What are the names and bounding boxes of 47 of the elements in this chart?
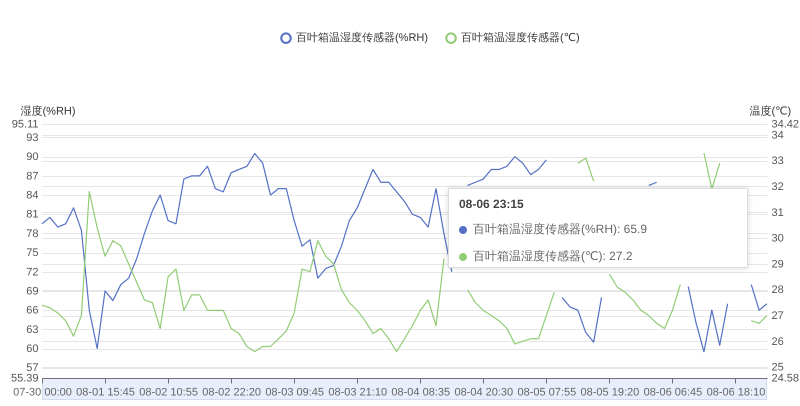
y2-tick-label: 33 — [772, 155, 784, 168]
tooltip-panel: 08-06 23:15 百叶箱温湿度传感器(%RH): 65.9 百叶箱温湿度传感器(℃): 27.2 — [448, 188, 748, 268]
x-tick-label: 08-03 09:45 — [265, 386, 324, 398]
x-tick-label: 08-02 22:20 — [202, 386, 261, 398]
x-tick-label: 08-04 20:30 — [454, 386, 514, 398]
y-tick-label: 72 — [26, 266, 38, 278]
y-tick-label: 66 — [26, 304, 38, 317]
x-tick-label: 08-02 10:55 — [139, 386, 198, 398]
y-tick-label: 63 — [26, 324, 38, 336]
y2-tick-label: 32 — [772, 180, 784, 193]
y-tick-label: 90 — [26, 151, 38, 164]
y2-tick-label: 34.42 — [772, 118, 800, 130]
x-tick-label: 08-06 06:45 — [644, 386, 702, 398]
annotation: 08-06 23:15 — [459, 197, 525, 211]
y2-tick-label: 31 — [772, 206, 784, 219]
x-tick-label: 08-04 08:35 — [391, 386, 450, 398]
y-tick-label: 75 — [26, 247, 38, 260]
y2-tick-label: 27 — [772, 310, 784, 322]
y-axis-title: 湿度(%RH) — [20, 104, 76, 118]
y-tick-label: 81 — [26, 208, 38, 221]
y2-tick-label: 34 — [772, 129, 784, 142]
y2-tick-label: 24.58 — [772, 372, 800, 384]
y-tick-label: 69 — [26, 285, 38, 298]
y-tick-label: 87 — [26, 170, 38, 182]
x-tick-label: 08-05 19:20 — [580, 386, 640, 398]
legend-label: 百叶箱温湿度传感器(℃) — [461, 31, 580, 44]
y-tick-label: 60 — [26, 343, 38, 356]
annotation: 百叶箱温湿度传感器(℃): 27.2 — [473, 248, 632, 265]
y2-axis-title: 温度(℃) — [750, 104, 792, 118]
y2-tick-label: 28 — [772, 284, 784, 296]
y-tick-label: 57 — [26, 362, 38, 374]
x-tick-label: 08-05 07:55 — [517, 386, 576, 398]
x-tick-label: 08-06 18:10 — [706, 386, 766, 398]
x-tick-label: 08-01 15:45 — [76, 386, 135, 398]
annotation: 百叶箱温湿度传感器(%RH): 65.9 — [473, 221, 648, 238]
y2-tick-label: 30 — [772, 232, 784, 245]
x-tick-label: 07-30 00:00 — [13, 386, 72, 398]
legend-label: 百叶箱温湿度传感器(%RH) — [296, 31, 428, 44]
y-tick-label: 84 — [26, 190, 38, 202]
y2-tick-label: 29 — [772, 258, 784, 270]
y-tick-label: 95.11 — [12, 118, 38, 130]
y2-tick-label: 26 — [772, 336, 784, 348]
y-tick-label: 93 — [26, 132, 38, 144]
y-tick-label: 55.39 — [10, 372, 38, 384]
y-tick-label: 78 — [26, 228, 38, 240]
y2-tick-label: 25 — [772, 362, 784, 374]
x-tick-label: 08-03 21:10 — [328, 386, 388, 398]
